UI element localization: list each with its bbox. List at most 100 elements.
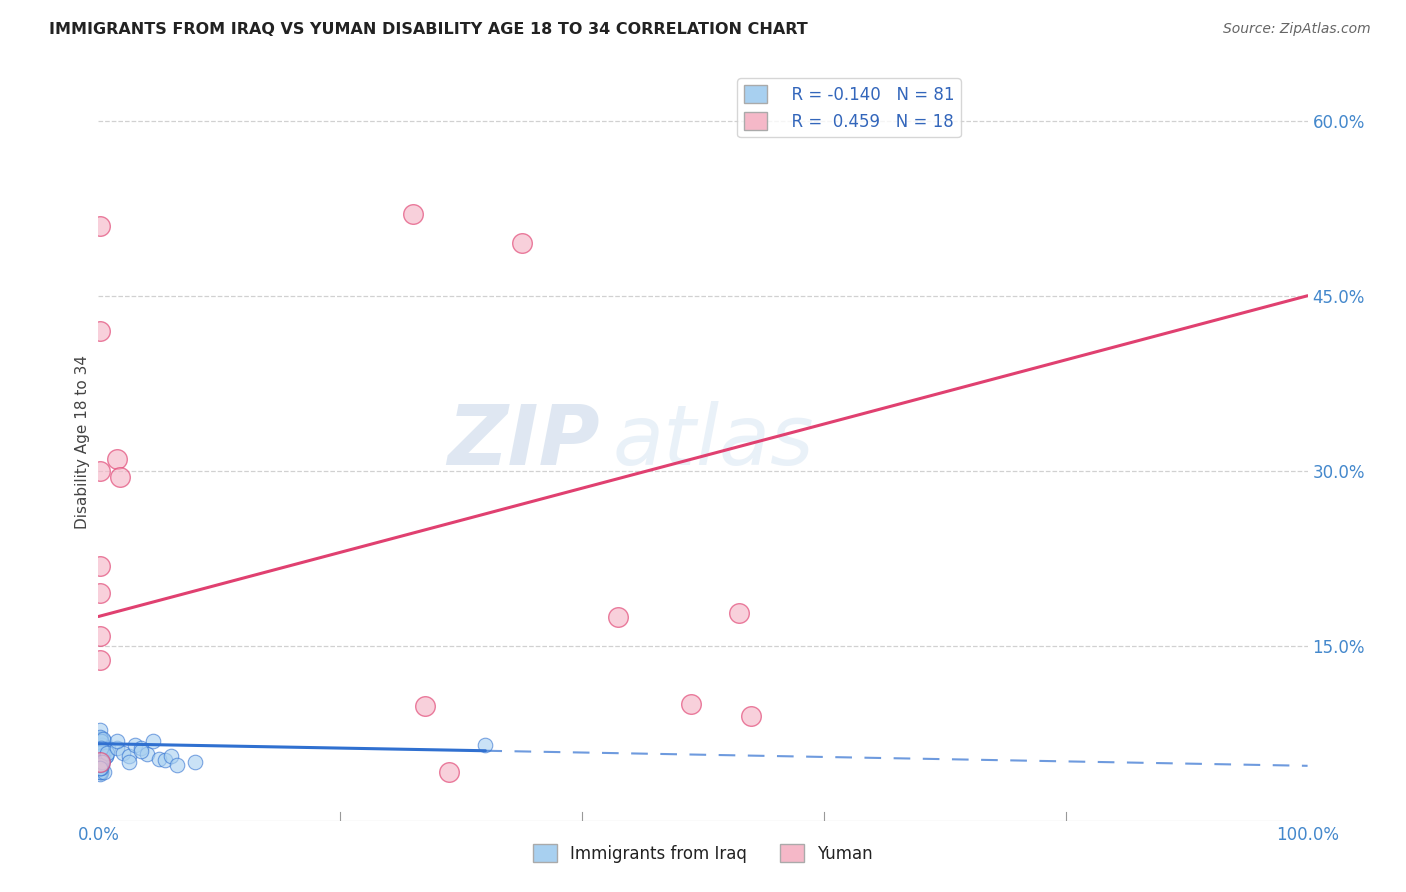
Point bbox=[94, 749, 117, 764]
Point bbox=[474, 738, 496, 752]
Point bbox=[91, 749, 114, 764]
Point bbox=[118, 749, 141, 764]
Point bbox=[89, 753, 111, 767]
Point bbox=[166, 757, 188, 772]
Point bbox=[90, 753, 112, 767]
Text: IMMIGRANTS FROM IRAQ VS YUMAN DISABILITY AGE 18 TO 34 CORRELATION CHART: IMMIGRANTS FROM IRAQ VS YUMAN DISABILITY… bbox=[49, 22, 808, 37]
Point bbox=[91, 749, 114, 764]
Point bbox=[90, 749, 112, 764]
Point bbox=[90, 764, 112, 779]
Point bbox=[93, 764, 115, 779]
Point bbox=[728, 606, 751, 620]
Point bbox=[90, 746, 112, 760]
Point bbox=[90, 731, 112, 746]
Point bbox=[89, 740, 111, 755]
Point bbox=[91, 746, 114, 760]
Point bbox=[89, 756, 111, 770]
Point bbox=[89, 757, 111, 772]
Point bbox=[89, 731, 111, 745]
Y-axis label: Disability Age 18 to 34: Disability Age 18 to 34 bbox=[75, 354, 90, 529]
Point bbox=[91, 753, 114, 767]
Point bbox=[89, 741, 111, 756]
Point bbox=[93, 734, 115, 748]
Point bbox=[90, 764, 112, 779]
Point bbox=[142, 734, 165, 748]
Point bbox=[91, 738, 114, 752]
Point bbox=[184, 756, 207, 770]
Point bbox=[153, 753, 176, 767]
Point bbox=[105, 741, 128, 756]
Point bbox=[89, 757, 111, 772]
Point bbox=[108, 469, 131, 483]
Point bbox=[89, 219, 111, 233]
Point bbox=[97, 741, 120, 756]
Point bbox=[89, 741, 111, 756]
Point bbox=[89, 767, 111, 781]
Point bbox=[89, 629, 111, 643]
Point bbox=[89, 761, 111, 775]
Point bbox=[91, 741, 114, 756]
Point bbox=[89, 744, 111, 758]
Point bbox=[89, 723, 111, 737]
Point bbox=[105, 734, 128, 748]
Point bbox=[105, 452, 128, 467]
Point bbox=[89, 749, 111, 764]
Point bbox=[90, 756, 112, 770]
Point bbox=[89, 586, 111, 600]
Point bbox=[89, 749, 111, 764]
Point bbox=[135, 747, 157, 761]
Point bbox=[90, 749, 112, 764]
Text: atlas: atlas bbox=[613, 401, 814, 482]
Point bbox=[89, 752, 111, 766]
Point bbox=[89, 744, 111, 758]
Point bbox=[89, 464, 111, 478]
Text: Source: ZipAtlas.com: Source: ZipAtlas.com bbox=[1223, 22, 1371, 37]
Point bbox=[510, 236, 533, 251]
Point bbox=[90, 757, 112, 772]
Point bbox=[90, 744, 112, 758]
Point bbox=[91, 744, 114, 758]
Point bbox=[90, 757, 112, 772]
Point bbox=[91, 738, 114, 752]
Point bbox=[89, 761, 111, 775]
Point bbox=[96, 746, 118, 760]
Point bbox=[89, 757, 111, 772]
Point bbox=[129, 744, 152, 758]
Point bbox=[89, 730, 111, 744]
Point bbox=[90, 734, 112, 748]
Point bbox=[89, 746, 111, 760]
Point bbox=[402, 207, 425, 221]
Point bbox=[607, 609, 630, 624]
Point bbox=[89, 653, 111, 667]
Point bbox=[124, 738, 146, 752]
Point bbox=[94, 749, 117, 764]
Point bbox=[91, 731, 114, 746]
Point bbox=[90, 761, 112, 775]
Point bbox=[89, 559, 111, 574]
Point bbox=[89, 756, 111, 770]
Point bbox=[740, 708, 762, 723]
Point bbox=[90, 734, 112, 748]
Point bbox=[89, 761, 111, 775]
Point bbox=[679, 697, 702, 711]
Point bbox=[91, 753, 114, 767]
Point bbox=[437, 764, 460, 779]
Point bbox=[129, 741, 152, 756]
Point bbox=[90, 741, 112, 756]
Point bbox=[413, 699, 436, 714]
Point bbox=[89, 764, 111, 779]
Point bbox=[91, 757, 114, 772]
Point bbox=[160, 749, 183, 764]
Point bbox=[89, 749, 111, 764]
Point bbox=[89, 761, 111, 775]
Point bbox=[90, 747, 112, 761]
Legend: Immigrants from Iraq, Yuman: Immigrants from Iraq, Yuman bbox=[527, 838, 879, 869]
Point bbox=[91, 744, 114, 758]
Point bbox=[91, 746, 114, 760]
Point bbox=[89, 746, 111, 760]
Point bbox=[90, 756, 112, 770]
Point bbox=[111, 746, 134, 760]
Point bbox=[148, 752, 170, 766]
Point bbox=[89, 761, 111, 775]
Point bbox=[89, 324, 111, 338]
